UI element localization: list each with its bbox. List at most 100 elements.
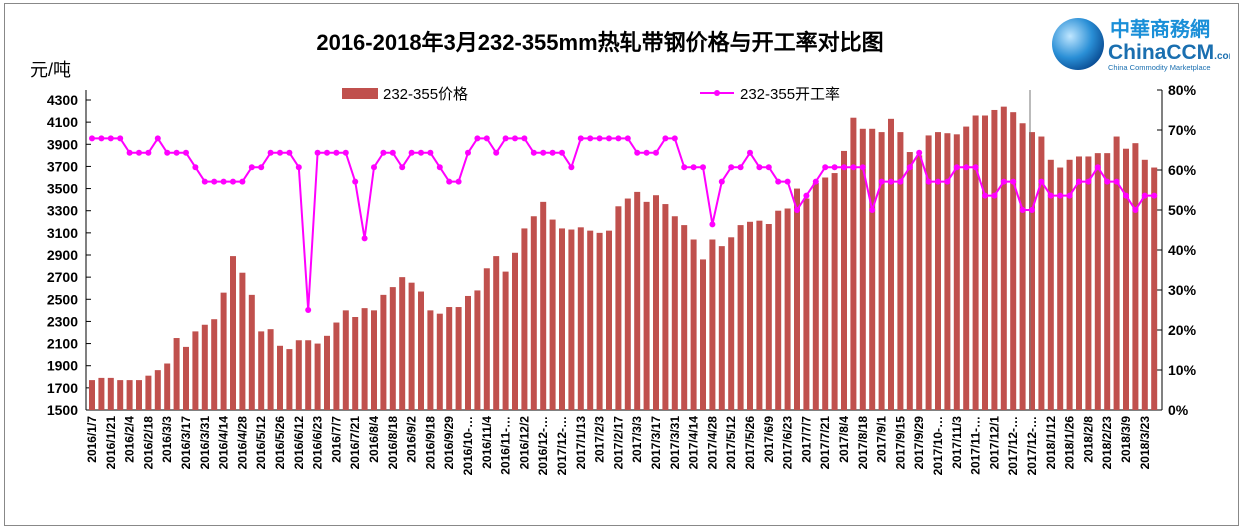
price-bar — [201, 324, 208, 410]
utilization-marker — [1000, 178, 1007, 185]
x-tick-label: 2017/6/9 — [762, 416, 776, 463]
price-bar — [465, 295, 471, 410]
utilization-marker — [1104, 178, 1111, 185]
utilization-marker — [286, 149, 293, 156]
price-bar — [878, 132, 885, 410]
utilization-marker — [803, 192, 810, 199]
utilization-marker — [427, 149, 434, 156]
left-tick-label: 2900 — [47, 247, 78, 263]
x-tick-label: 2017/3/31 — [668, 416, 682, 470]
utilization-marker — [897, 178, 904, 185]
x-tick-label: 2016/3/31 — [198, 416, 212, 470]
utilization-marker — [700, 164, 706, 171]
price-bar — [831, 173, 838, 410]
price-bar — [239, 272, 246, 410]
x-tick-label: 2017/8/4 — [837, 416, 851, 463]
price-bar — [1104, 153, 1111, 410]
x-tick-label: 2016/2/4 — [123, 416, 137, 463]
legend-bar-label: 232-355价格 — [383, 86, 468, 103]
price-bar — [1141, 159, 1148, 410]
utilization-marker — [436, 164, 443, 171]
x-tick-label: 2016/4/28 — [235, 416, 249, 470]
x-tick-label: 2017/4/28 — [705, 416, 719, 470]
utilization-marker — [1151, 192, 1158, 199]
utilization-marker — [352, 178, 359, 185]
x-tick-label: 2018/2/8 — [1081, 416, 1095, 463]
utilization-marker — [549, 149, 556, 156]
utilization-marker — [324, 149, 330, 156]
price-bar — [295, 340, 302, 410]
x-tick-label: 2018/2/23 — [1100, 416, 1114, 470]
utilization-marker — [1010, 178, 1017, 185]
x-tick-label: 2017/8/18 — [856, 416, 870, 470]
price-bar — [333, 322, 340, 410]
price-bar — [107, 377, 114, 410]
right-tick-label: 70% — [1168, 122, 1197, 138]
price-bar — [906, 152, 913, 411]
price-bar — [653, 195, 659, 410]
utilization-marker — [653, 149, 659, 156]
x-tick-label: 2017/4/14 — [687, 416, 701, 470]
price-bar — [145, 375, 152, 410]
utilization-marker — [136, 149, 142, 156]
utilization-marker — [1123, 192, 1129, 199]
utilization-marker — [361, 235, 368, 242]
price-bar — [549, 219, 556, 410]
x-tick-label: 2017/9/15 — [893, 416, 907, 470]
price-bar — [925, 135, 932, 410]
price-bar — [389, 287, 396, 410]
price-bar — [418, 291, 424, 410]
utilization-marker — [164, 149, 171, 156]
x-tick-label: 2017/3/3 — [630, 416, 644, 463]
price-bar — [427, 310, 434, 410]
price-bar — [183, 346, 189, 410]
x-tick-label: 2016/7/21 — [348, 416, 362, 470]
price-bar — [512, 252, 518, 410]
utilization-marker — [502, 135, 509, 142]
x-tick-label: 2017/1/13 — [574, 416, 588, 470]
utilization-marker — [117, 135, 124, 142]
x-tick-label: 2017/6/23 — [781, 416, 795, 470]
price-bar — [380, 294, 387, 410]
price-bar — [1132, 143, 1139, 410]
price-bar — [1057, 167, 1064, 410]
x-tick-label: 2017/11/3 — [950, 416, 964, 469]
price-bar — [1019, 123, 1026, 410]
left-tick-label: 4300 — [47, 92, 78, 108]
utilization-marker — [145, 149, 152, 156]
utilization-marker — [220, 178, 227, 185]
price-bar — [352, 317, 359, 410]
svg-text:China Commodity Marketplace: China Commodity Marketplace — [1108, 63, 1211, 72]
utilization-marker — [107, 135, 114, 142]
utilization-marker — [963, 164, 970, 171]
utilization-marker — [333, 149, 340, 156]
right-tick-label: 10% — [1168, 362, 1197, 378]
utilization-marker — [173, 149, 180, 156]
price-bar — [784, 208, 791, 410]
price-bar — [577, 227, 584, 410]
utilization-marker — [935, 178, 941, 185]
price-bar — [117, 380, 124, 410]
utilization-marker — [1019, 207, 1026, 213]
utilization-marker — [389, 149, 396, 156]
utilization-marker — [465, 149, 471, 156]
utilization-marker — [258, 164, 265, 171]
x-tick-label: 2016/8/4 — [367, 416, 381, 463]
right-tick-label: 60% — [1168, 162, 1197, 178]
price-bar — [314, 343, 321, 410]
price-bar — [812, 183, 819, 410]
price-bar — [634, 191, 641, 410]
x-tick-label: 2016/4/14 — [217, 416, 231, 470]
utilization-marker — [709, 221, 716, 228]
utilization-marker — [192, 164, 199, 171]
price-bar — [1113, 136, 1120, 411]
utilization-marker — [747, 149, 753, 156]
price-bar — [126, 380, 133, 410]
price-bar — [1123, 148, 1129, 410]
utilization-marker — [1038, 178, 1045, 185]
price-bar — [1066, 159, 1073, 410]
x-tick-label: 2017/7/21 — [818, 416, 832, 470]
utilization-marker — [399, 164, 406, 171]
legend: 232-355价格 232-355开工率 — [342, 86, 840, 103]
legend-line-marker — [714, 90, 720, 96]
